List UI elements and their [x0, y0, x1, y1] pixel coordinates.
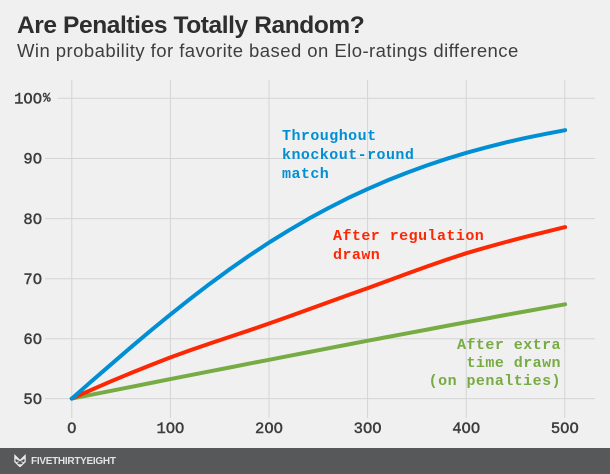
svg-text:%: %	[43, 92, 51, 106]
svg-text:2OO: 2OO	[255, 420, 283, 438]
svg-text:After extra: After extra	[457, 337, 561, 354]
svg-text:5OO: 5OO	[551, 420, 579, 438]
svg-text:O: O	[67, 420, 76, 438]
svg-text:9O: 9O	[23, 151, 42, 169]
svg-text:1OO: 1OO	[14, 90, 42, 108]
svg-text:7O: 7O	[23, 271, 42, 289]
svg-text:Throughout: Throughout	[282, 128, 377, 145]
svg-text:match: match	[282, 166, 329, 183]
svg-text:(on penalties): (on penalties)	[429, 373, 561, 390]
svg-text:knockout-round: knockout-round	[282, 147, 414, 164]
svg-text:8O: 8O	[23, 211, 42, 229]
svg-text:5O: 5O	[23, 391, 42, 409]
svg-text:After regulation: After regulation	[333, 228, 484, 245]
svg-text:6O: 6O	[23, 331, 42, 349]
svg-text:1OO: 1OO	[156, 420, 184, 438]
svg-text:4OO: 4OO	[452, 420, 480, 438]
svg-text:drawn: drawn	[333, 247, 380, 264]
svg-text:time drawn: time drawn	[466, 355, 561, 372]
svg-text:3OO: 3OO	[354, 420, 382, 438]
